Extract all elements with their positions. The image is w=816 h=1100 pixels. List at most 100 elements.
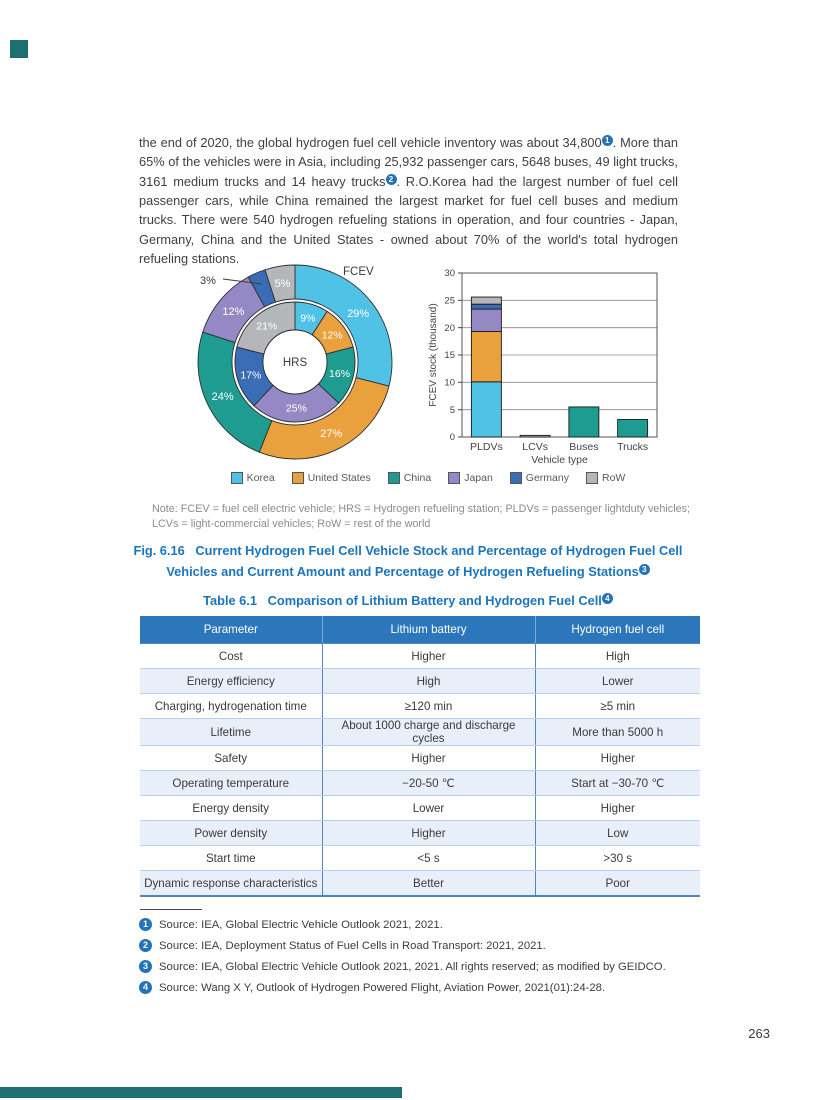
legend-label: China [403, 472, 432, 484]
paragraph-text-3: . R.O.Korea had the largest number of fu… [139, 173, 678, 267]
table-cell: Cost [140, 643, 323, 669]
figure-caption-text: Current Hydrogen Fuel Cell Vehicle Stock… [166, 543, 683, 579]
table-cell: Energy density [140, 795, 323, 821]
footnote-number-badge: 4 [139, 981, 152, 994]
x-category-label: Trucks [617, 441, 648, 453]
footnote-item: 1 Source: IEA, Global Electric Vehicle Ou… [139, 918, 699, 932]
body-paragraph: the end of 2020, the global hydrogen fue… [139, 133, 678, 269]
legend-item: Germany [509, 472, 569, 484]
table-cell: Higher [322, 643, 536, 669]
legend-label: Korea [246, 472, 275, 484]
bar-segment-pldvs-row [470, 296, 502, 305]
table-cell: ≥120 min [322, 693, 536, 719]
table-title-text: Comparison of Lithium Battery and Hydrog… [267, 593, 602, 608]
bar-chart-fcev-stock: 0 5 10 15 20 25 30 PLDVs LCVs Buses Trucks Vehicle … [428, 268, 658, 466]
table-cell: Poor [535, 870, 700, 897]
paragraph-text-2: . More than 65% of the vehicles were in … [139, 134, 678, 189]
donut-slice-label: 17% [240, 370, 261, 382]
table-row: Lifetime About 1000 charge and discharge … [140, 718, 700, 746]
footnote-number-badge: 2 [139, 939, 152, 952]
bar-segment-pldvs-united-states [470, 331, 502, 383]
table-cell: ≥5 min [535, 693, 700, 719]
donut-center-label: HRS [283, 357, 308, 369]
table-row: Safety Higher Higher [140, 745, 700, 771]
chart-legend: Korea United States China Japan Germany RoW [148, 472, 708, 484]
corner-accent-square [10, 40, 28, 58]
y-tick-label: 30 [444, 268, 455, 279]
legend-swatch [585, 472, 598, 484]
comparison-table: Parameter Lithium battery Hydrogen fuel ce… [140, 616, 700, 897]
bar-segment-pldvs-japan [470, 308, 502, 332]
table-label: Table 6.1 [203, 593, 257, 608]
donut-outer-ring-label: FCEV [343, 266, 374, 278]
table-cell: Lifetime [140, 718, 323, 746]
table-cell: −20-50 ℃ [322, 770, 536, 796]
donut-callout-label: 3% [200, 275, 216, 287]
table-cell: Higher [322, 745, 536, 771]
table-cell: Lower [535, 668, 700, 694]
y-tick-label: 5 [450, 405, 455, 416]
table-cell: Energy efficiency [140, 668, 323, 694]
table-cell: Higher [322, 820, 536, 846]
legend-label: Japan [464, 472, 493, 484]
table-cell: Low [535, 820, 700, 846]
table-cell: Better [322, 870, 536, 897]
y-tick-label: 10 [444, 378, 455, 389]
table-cell: More than 5000 h [535, 718, 700, 746]
legend-item: Japan [448, 472, 493, 484]
donut-center-hole [262, 329, 328, 395]
donut-slice-label: 12% [222, 306, 244, 318]
callout-line [222, 278, 262, 285]
table-cell: About 1000 charge and discharge cycles [322, 718, 536, 746]
figure-ref-marker: 3 [638, 564, 650, 575]
table-cell: Lower [322, 795, 536, 821]
table-row: Energy efficiency High Lower [140, 668, 700, 694]
y-tick-label: 20 [444, 323, 455, 334]
table-cell: High [535, 643, 700, 669]
footnotes-list: 1 Source: IEA, Global Electric Vehicle Ou… [139, 918, 699, 1002]
legend-label: RoW [601, 472, 626, 484]
footnote-text: Source: IEA, Global Electric Vehicle Out… [159, 919, 443, 931]
table-row: Cost Higher High [140, 643, 700, 669]
legend-label: United States [307, 472, 371, 484]
figure-caption: Fig. 6.16 Current Hydrogen Fuel Cell Veh… [113, 540, 703, 582]
table-cell: <5 s [322, 845, 536, 871]
table-cell: Dynamic response characteristics [140, 870, 323, 897]
footnote-text: Source: IEA, Global Electric Vehicle Out… [159, 961, 666, 973]
table-cell: >30 s [535, 845, 700, 871]
table-cell: Operating temperature [140, 770, 323, 796]
legend-item: United States [291, 472, 371, 484]
paragraph-text-1: the end of 2020, the global hydrogen fue… [139, 134, 602, 150]
legend-item: China [387, 472, 432, 484]
footnote-item: 4 Source: Wang X Y, Outlook of Hydrogen P… [139, 981, 699, 995]
legend-swatch [509, 472, 522, 484]
table-header-row: Parameter Lithium battery Hydrogen fuel ce… [140, 616, 700, 644]
table-row: Charging, hydrogenation time ≥120 min ≥5 m… [140, 693, 700, 719]
donut-slice-label: 25% [286, 403, 307, 415]
footnote-number-badge: 3 [139, 960, 152, 973]
donut-slice-row [264, 264, 296, 303]
table-row: Dynamic response characteristics Better Po… [140, 870, 700, 897]
bar-segment-lcvs-row [519, 434, 551, 438]
bar-segment-pldvs-germany [470, 303, 502, 310]
page-number: 263 [748, 1026, 770, 1041]
footnote-item: 3 Source: IEA, Global Electric Vehicle Ou… [139, 960, 699, 974]
y-tick-label: 15 [444, 350, 455, 361]
table-header-cell: Parameter [140, 616, 323, 644]
figure-label: Fig. 6.16 [133, 543, 185, 558]
table-cell: Charging, hydrogenation time [140, 693, 323, 719]
legend-swatch [448, 472, 461, 484]
table-title: Table 6.1 Comparison of Lithium Battery … [113, 593, 703, 608]
donut-slice-label: 21% [256, 320, 277, 332]
x-axis-title: Vehicle type [531, 454, 588, 466]
table-cell: High [322, 668, 536, 694]
table-row: Power density Higher Low [140, 820, 700, 846]
plot-border [461, 272, 658, 438]
y-tick-label: 25 [444, 296, 455, 307]
legend-swatch [291, 472, 304, 484]
legend-label: Germany [525, 472, 569, 484]
footnote-item: 2 Source: IEA, Deployment Status of Fuel … [139, 939, 699, 953]
bar-segment-trucks-china [617, 419, 649, 438]
donut-slice-label: 12% [322, 330, 343, 342]
